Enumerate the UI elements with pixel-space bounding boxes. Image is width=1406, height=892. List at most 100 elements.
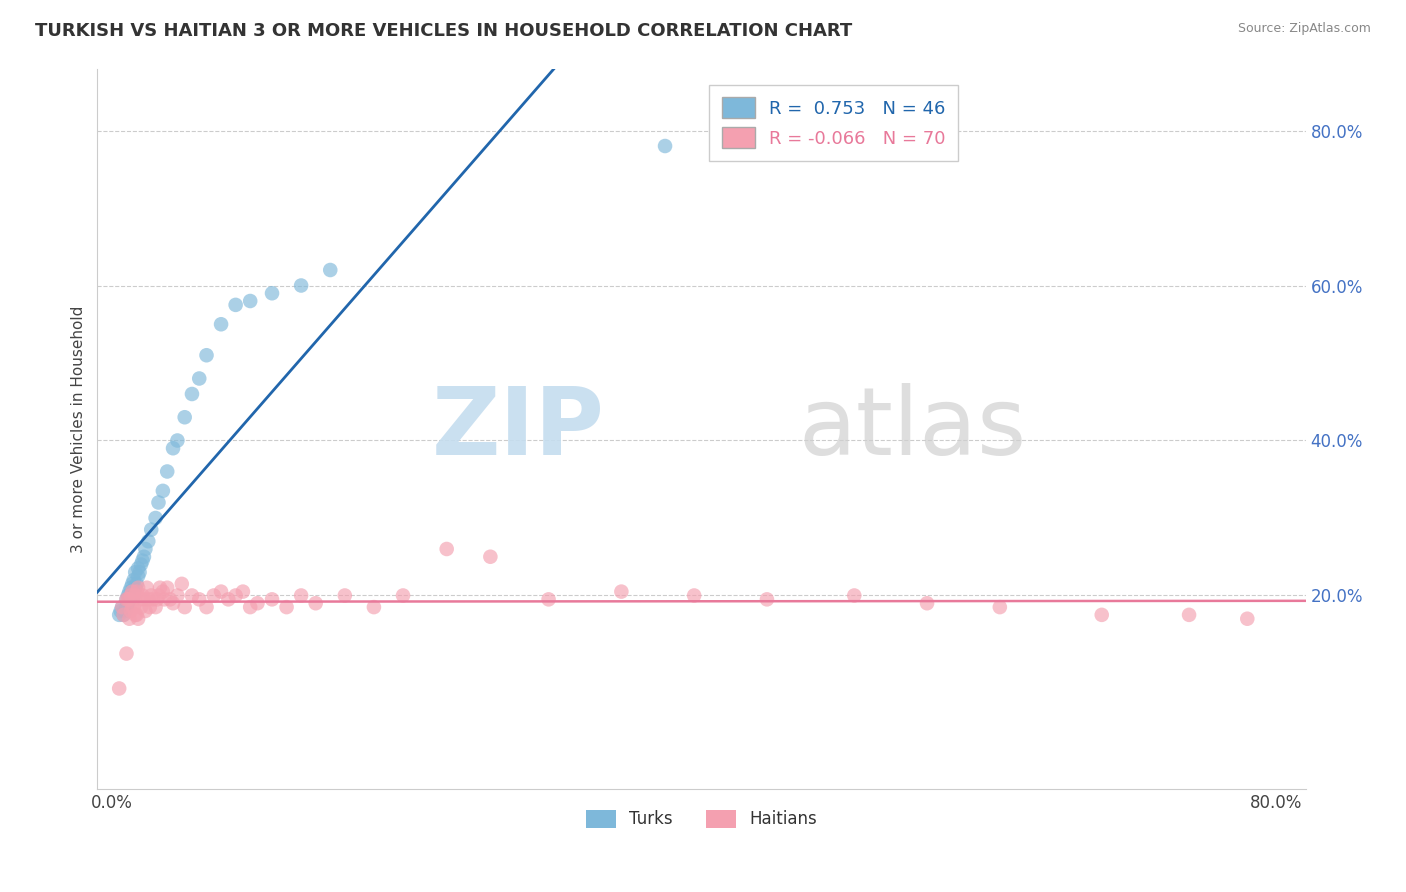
Point xyxy=(121,600,143,615)
Legend: Turks, Haitians: Turks, Haitians xyxy=(579,803,824,835)
Point xyxy=(166,589,188,603)
Point xyxy=(115,592,138,607)
Point xyxy=(146,592,169,607)
Point xyxy=(988,600,1011,615)
Point xyxy=(537,592,560,607)
Point xyxy=(115,647,138,661)
Point xyxy=(134,541,156,556)
Point xyxy=(129,600,152,615)
Point xyxy=(209,584,232,599)
Point xyxy=(363,600,385,615)
Point xyxy=(225,589,247,603)
Point xyxy=(170,577,193,591)
Point xyxy=(232,584,254,599)
Point xyxy=(260,286,283,301)
Point xyxy=(149,581,172,595)
Point xyxy=(152,483,174,498)
Point xyxy=(115,600,138,615)
Point xyxy=(844,589,866,603)
Point xyxy=(188,371,211,385)
Point xyxy=(112,607,135,622)
Point xyxy=(131,553,153,567)
Point xyxy=(156,465,179,479)
Point xyxy=(110,604,132,618)
Point xyxy=(125,607,148,622)
Point xyxy=(128,566,150,580)
Point xyxy=(148,495,170,509)
Point xyxy=(162,596,184,610)
Point xyxy=(124,589,146,603)
Point xyxy=(145,600,167,615)
Point xyxy=(117,592,139,607)
Point xyxy=(127,569,149,583)
Point xyxy=(755,592,778,607)
Point xyxy=(290,589,312,603)
Point xyxy=(127,581,149,595)
Point xyxy=(111,600,134,615)
Point xyxy=(115,592,138,607)
Point xyxy=(173,600,195,615)
Point xyxy=(610,584,633,599)
Point xyxy=(121,584,143,599)
Point xyxy=(915,596,938,610)
Point xyxy=(239,293,262,308)
Point xyxy=(118,592,141,607)
Point xyxy=(1236,612,1258,626)
Point xyxy=(121,577,143,591)
Point xyxy=(159,592,181,607)
Point xyxy=(181,589,204,603)
Text: Source: ZipAtlas.com: Source: ZipAtlas.com xyxy=(1237,22,1371,36)
Point xyxy=(122,600,145,615)
Point xyxy=(683,589,706,603)
Point xyxy=(128,592,150,607)
Point xyxy=(246,596,269,610)
Point xyxy=(120,604,142,618)
Point xyxy=(148,589,170,603)
Point xyxy=(153,592,176,607)
Point xyxy=(1091,607,1114,622)
Point xyxy=(127,561,149,575)
Point xyxy=(162,442,184,456)
Point xyxy=(333,589,356,603)
Point xyxy=(209,318,232,332)
Point xyxy=(132,549,155,564)
Point xyxy=(166,434,188,448)
Point xyxy=(225,298,247,312)
Text: TURKISH VS HAITIAN 3 OR MORE VEHICLES IN HOUSEHOLD CORRELATION CHART: TURKISH VS HAITIAN 3 OR MORE VEHICLES IN… xyxy=(35,22,852,40)
Point xyxy=(654,139,676,153)
Point xyxy=(145,511,167,525)
Point xyxy=(141,523,163,537)
Point xyxy=(202,589,225,603)
Point xyxy=(156,581,179,595)
Point xyxy=(436,541,458,556)
Point xyxy=(127,612,149,626)
Point xyxy=(120,589,142,603)
Point xyxy=(290,278,312,293)
Point xyxy=(188,592,211,607)
Point xyxy=(141,589,163,603)
Point xyxy=(217,592,239,607)
Point xyxy=(136,592,159,607)
Point xyxy=(132,592,155,607)
Point xyxy=(181,387,204,401)
Point xyxy=(118,592,141,607)
Point xyxy=(124,566,146,580)
Point xyxy=(111,600,134,615)
Point xyxy=(392,589,415,603)
Point xyxy=(152,584,174,599)
Point xyxy=(479,549,502,564)
Point xyxy=(125,584,148,599)
Point xyxy=(118,584,141,599)
Point xyxy=(120,589,142,603)
Point xyxy=(305,596,328,610)
Point xyxy=(319,263,342,277)
Point xyxy=(195,348,218,362)
Point xyxy=(125,577,148,591)
Point xyxy=(122,573,145,587)
Point xyxy=(121,584,143,599)
Point xyxy=(1178,607,1201,622)
Point xyxy=(117,589,139,603)
Point xyxy=(135,581,157,595)
Point xyxy=(124,607,146,622)
Y-axis label: 3 or more Vehicles in Household: 3 or more Vehicles in Household xyxy=(72,305,86,552)
